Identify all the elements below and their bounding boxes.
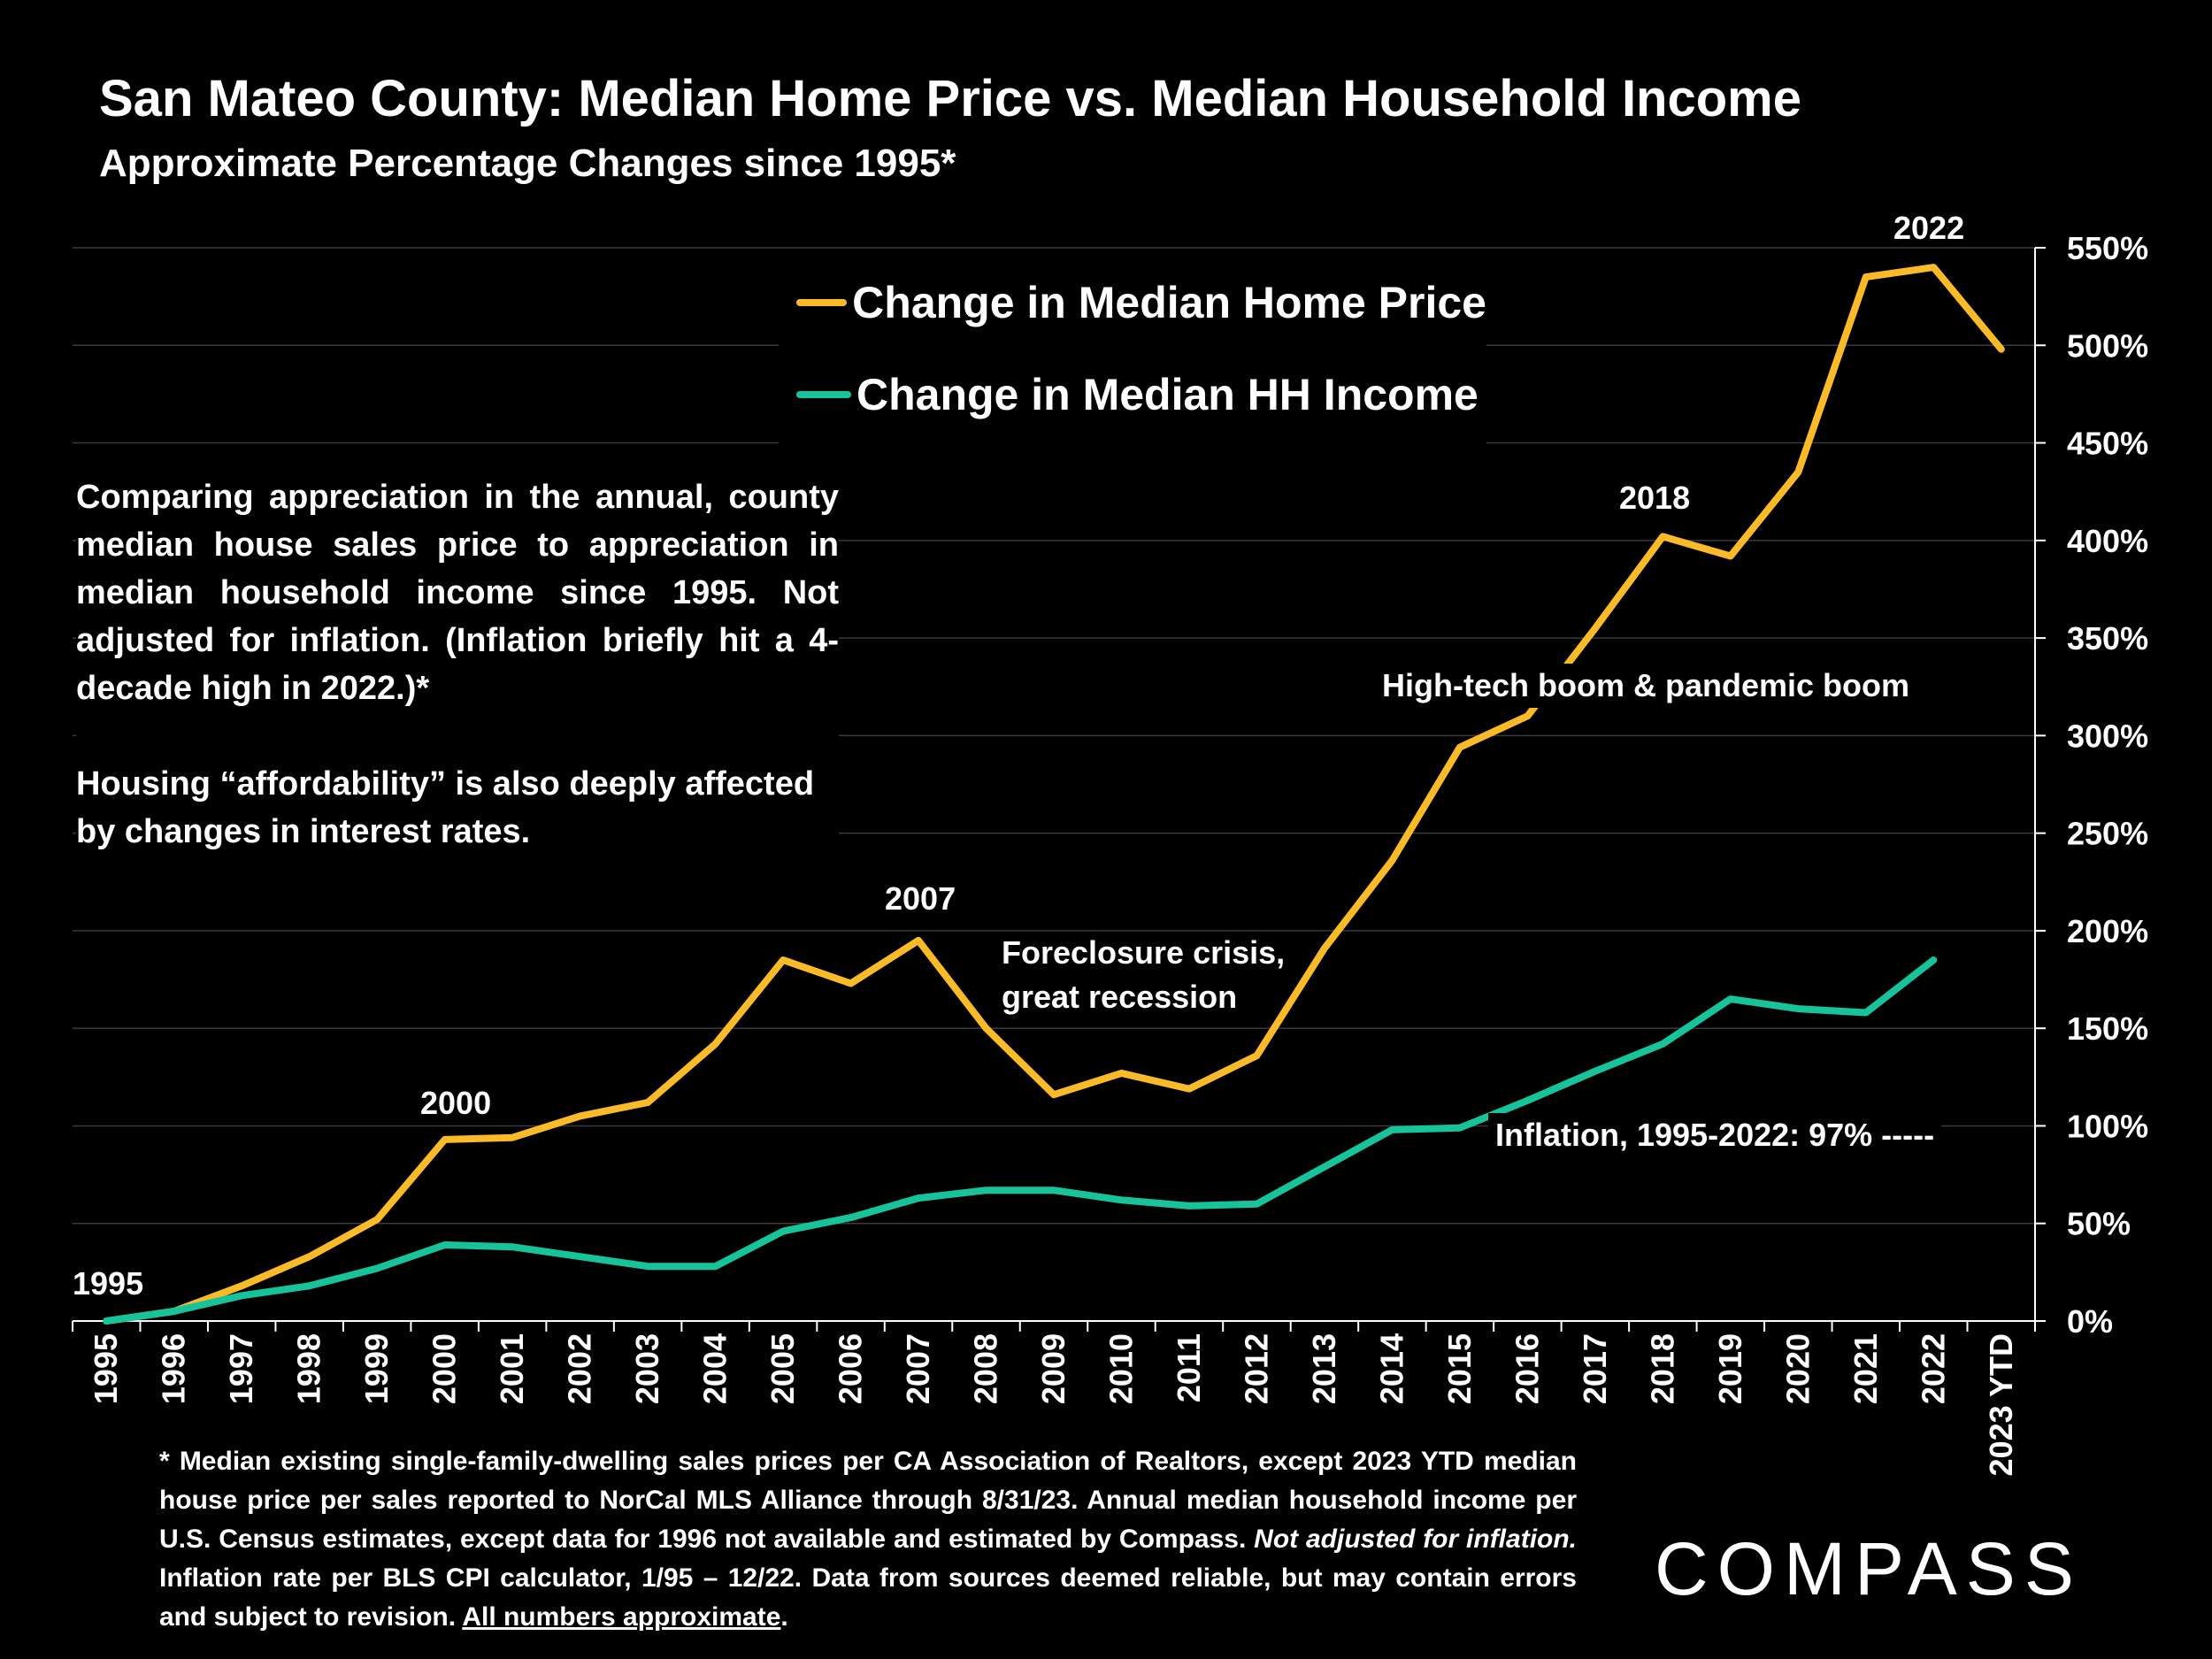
x-tick-label-2019: 2019 xyxy=(1712,1333,1748,1404)
x-tick-label-2003: 2003 xyxy=(629,1333,665,1404)
annotation-2022: 2022 xyxy=(1893,210,1965,246)
x-tick-label-2012: 2012 xyxy=(1238,1333,1274,1404)
legend-item-income: Change in Median HH Income xyxy=(779,349,1486,441)
y-tick-label-550: 550% xyxy=(2067,230,2148,266)
series-lines xyxy=(103,264,2005,1325)
y-tick-label-450: 450% xyxy=(2067,426,2148,462)
x-tick-label-2000: 2000 xyxy=(426,1333,463,1404)
x-tick-label-1998: 1998 xyxy=(291,1333,327,1404)
y-tick-label-400: 400% xyxy=(2067,523,2148,559)
x-tick-label-2001: 2001 xyxy=(494,1333,530,1404)
axes xyxy=(72,247,2046,1332)
annotation-2000: 2000 xyxy=(420,1085,492,1121)
x-tick-label-2018: 2018 xyxy=(1644,1333,1680,1404)
x-tick-label-2023-YTD: 2023 YTD xyxy=(1983,1333,2019,1476)
chart-subtitle: Approximate Percentage Changes since 199… xyxy=(99,142,956,185)
annotation-inflation: Inflation, 1995-2022: 97% ----- xyxy=(1488,1113,1942,1157)
series-line-home-price xyxy=(103,264,2005,1325)
y-tick-label-100: 100% xyxy=(2067,1108,2148,1144)
annotation-1995: 1995 xyxy=(73,1265,144,1302)
x-tick-label-2022: 2022 xyxy=(1915,1333,1951,1404)
y-tick-label-250: 250% xyxy=(2067,816,2148,852)
legend: Change in Median Home Price Change in Me… xyxy=(779,257,1486,448)
footnote-part2: Inflation rate per BLS CPI calculator, 1… xyxy=(159,1563,1577,1632)
series-line-hh-income xyxy=(103,956,1938,1325)
annotation-2018: 2018 xyxy=(1619,480,1691,516)
x-tick-label-1999: 1999 xyxy=(358,1333,395,1404)
annotation-2007: 2007 xyxy=(885,880,956,917)
commentary-paragraph-2: Housing “affordability” is also deeply a… xyxy=(76,765,815,850)
footnote-italic: Not adjusted for inflation. xyxy=(1254,1525,1578,1554)
x-tick-label-2017: 2017 xyxy=(1577,1333,1613,1404)
annotation-foreclosure-line1: Foreclosure crisis, xyxy=(1002,934,1286,971)
legend-swatch-income xyxy=(796,391,851,398)
x-tick-label-2002: 2002 xyxy=(562,1333,598,1404)
x-tick-label-2010: 2010 xyxy=(1102,1333,1139,1404)
x-tick-label-1997: 1997 xyxy=(223,1333,259,1404)
commentary-text: Comparing appreciation in the annual, co… xyxy=(76,473,839,856)
footnote-end: . xyxy=(780,1602,788,1632)
footnote: * Median existing single-family-dwelling… xyxy=(159,1442,1577,1637)
x-tick-label-2016: 2016 xyxy=(1509,1333,1545,1404)
x-tick-label-2008: 2008 xyxy=(968,1333,1004,1404)
x-tick-label-2021: 2021 xyxy=(1847,1333,1884,1404)
commentary-paragraph-1: Comparing appreciation in the annual, co… xyxy=(76,479,839,707)
x-tick-label-2009: 2009 xyxy=(1035,1333,1071,1404)
y-tick-label-150: 150% xyxy=(2067,1010,2148,1047)
x-tick-label-2011: 2011 xyxy=(1171,1333,1207,1402)
footnote-underlined: All numbers approximate xyxy=(462,1602,781,1632)
legend-label-home-price: Change in Median Home Price xyxy=(852,278,1486,327)
x-tick-label-2004: 2004 xyxy=(697,1333,733,1404)
x-tick-label-2020: 2020 xyxy=(1779,1333,1816,1404)
y-tick-label-0: 0% xyxy=(2067,1303,2113,1340)
y-tick-label-300: 300% xyxy=(2067,718,2148,754)
footnote-part1: * Median existing single-family-dwelling… xyxy=(159,1447,1577,1554)
chart-title: San Mateo County: Median Home Price vs. … xyxy=(99,70,1801,127)
x-tick-label-2006: 2006 xyxy=(833,1333,869,1404)
x-tick-label-1996: 1996 xyxy=(156,1333,192,1404)
x-tick-label-2015: 2015 xyxy=(1441,1333,1478,1404)
compass-logo: COMPASS xyxy=(1655,1527,2083,1610)
x-tick-label-2014: 2014 xyxy=(1373,1333,1409,1404)
x-tick-label-2013: 2013 xyxy=(1306,1333,1342,1404)
legend-swatch-home-price xyxy=(796,299,848,306)
y-tick-label-200: 200% xyxy=(2067,913,2148,949)
legend-label-income: Change in Median HH Income xyxy=(856,370,1479,419)
x-tick-label-2005: 2005 xyxy=(764,1333,801,1404)
annotation-foreclosure: Foreclosure crisis, great recession xyxy=(1002,931,1285,1019)
x-tick-label-1995: 1995 xyxy=(88,1333,124,1404)
legend-item-home-price: Change in Median Home Price xyxy=(779,257,1486,349)
annotation-foreclosure-line2: great recession xyxy=(1002,979,1238,1015)
x-tick-label-2007: 2007 xyxy=(900,1333,936,1404)
y-tick-label-350: 350% xyxy=(2067,620,2148,657)
y-tick-labels: 0% 50% 100% 150% 200% 250% 300% 350% 400% 450% 500… xyxy=(2067,230,2148,1340)
y-tick-label-500: 500% xyxy=(2067,327,2148,364)
annotation-hightech: High-tech boom & pandemic boom xyxy=(1375,664,1917,708)
x-tick-labels: 1995 1996 1997 1998 1999 2000 2001 2002 2003 2004… xyxy=(88,1333,2019,1476)
y-tick-label-50: 50% xyxy=(2067,1206,2131,1242)
